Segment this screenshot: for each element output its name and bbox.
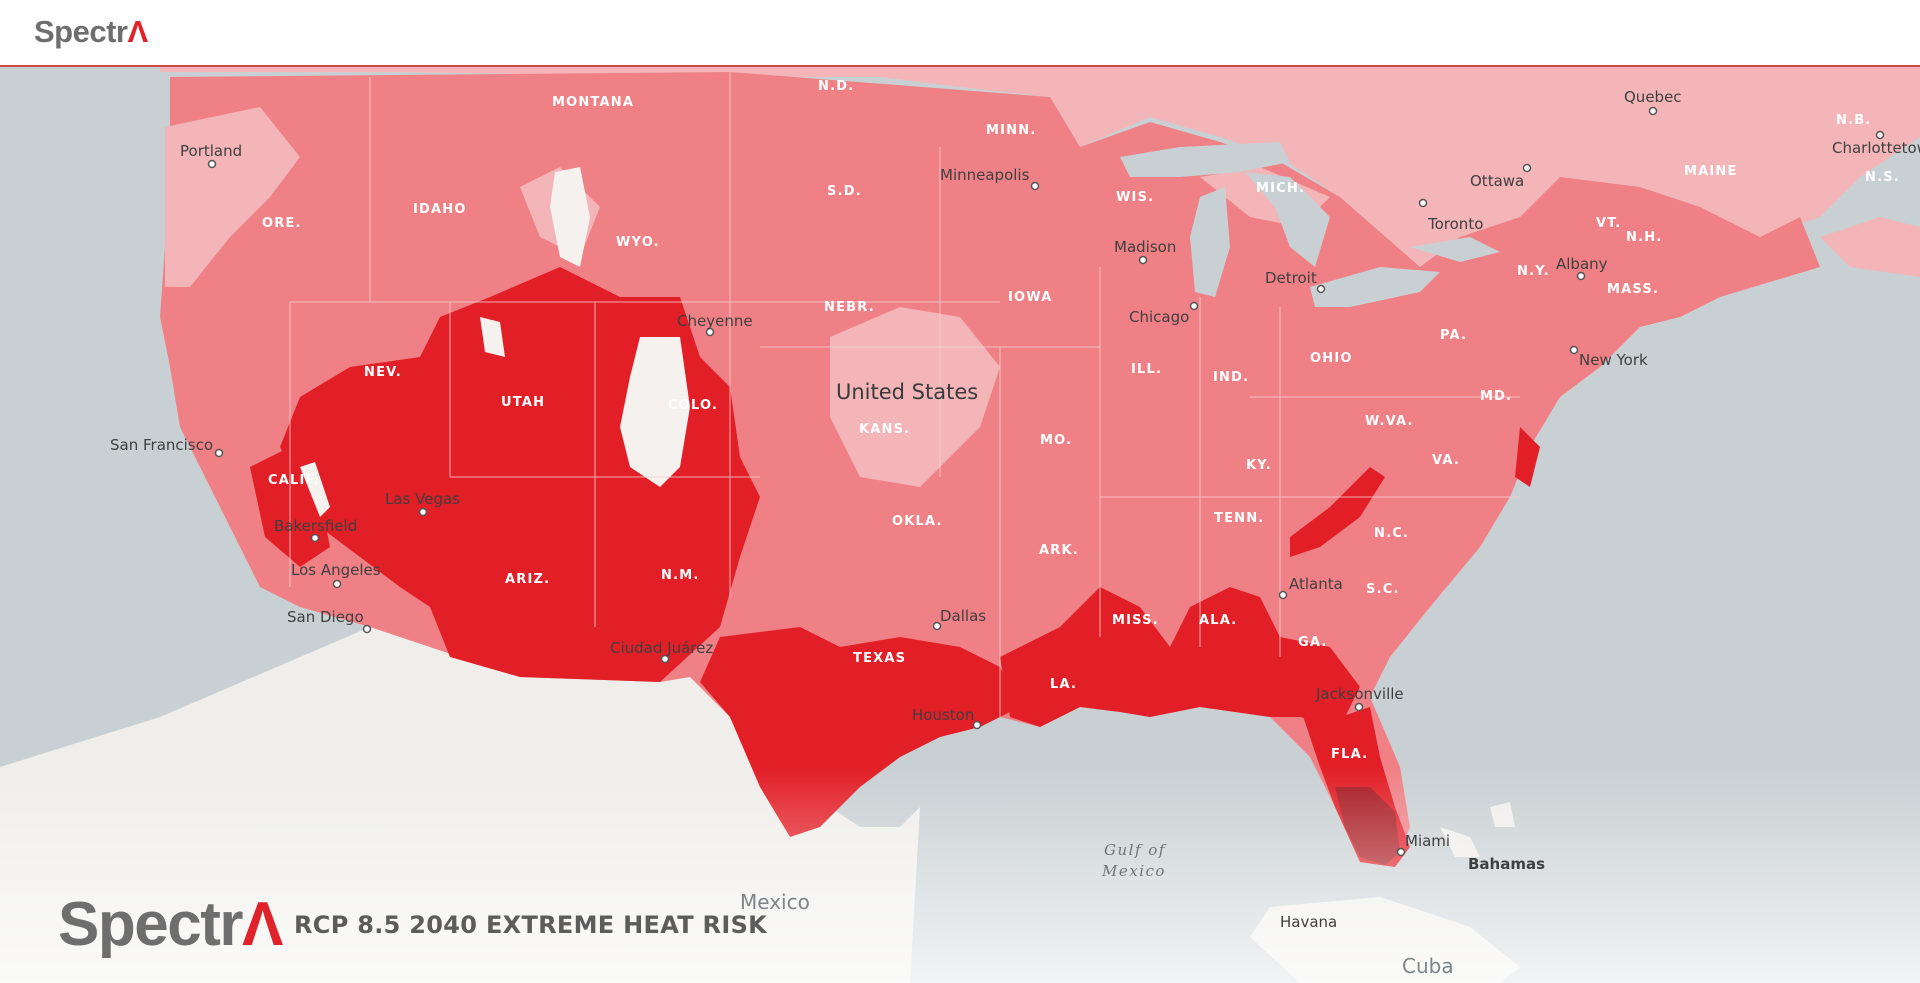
city-label: Chicago — [1129, 308, 1189, 326]
very-low-risk-zones — [300, 167, 690, 517]
water-labels: Gulf of Mexico — [1101, 841, 1167, 880]
state-label: KY. — [1246, 458, 1272, 473]
city-label: Detroit — [1265, 269, 1317, 287]
country-label-united-states: United States — [836, 380, 978, 404]
state-label: VT. — [1596, 216, 1622, 231]
water-label: Gulf of — [1104, 841, 1167, 859]
state-label: KANS. — [859, 422, 910, 437]
city-label: Jacksonville — [1315, 685, 1404, 703]
state-label: WYO. — [616, 235, 660, 250]
city-label: San Diego — [287, 608, 364, 626]
state-borders — [289, 72, 1520, 717]
logo-text: Spectr — [34, 14, 128, 49]
state-label: LA. — [1050, 677, 1077, 692]
city-label: Charlottetown — [1832, 139, 1920, 157]
map-title: RCP 8.5 2040 EXTREME HEAT RISK — [294, 911, 768, 939]
state-label: ILL. — [1131, 362, 1162, 377]
city-label: Bakersfield — [274, 517, 357, 535]
city-label: Havana — [1280, 913, 1337, 931]
city-label: Albany — [1556, 255, 1608, 273]
state-label: N.C. — [1374, 526, 1409, 541]
state-label: UTAH — [501, 395, 545, 410]
city-label: Quebec — [1624, 88, 1682, 106]
state-label: N.S. — [1865, 170, 1900, 185]
city-label: Madison — [1114, 238, 1176, 256]
state-labels: MONTANA N.D. MINN. IDAHO ORE. WYO. S.D. … — [262, 79, 1900, 762]
city-label: Portland — [180, 142, 242, 160]
logo-text: Spectr — [58, 890, 243, 959]
city-label: Toronto — [1427, 215, 1483, 233]
state-label: OHIO — [1310, 351, 1353, 366]
state-label: WIS. — [1116, 190, 1154, 205]
state-label: MAINE — [1684, 164, 1738, 179]
state-label: TEXAS — [853, 651, 906, 666]
country-label-cuba: Cuba — [1402, 954, 1454, 978]
city-label: San Francisco — [110, 436, 213, 454]
state-label: MISS. — [1112, 613, 1159, 628]
state-label: S.C. — [1366, 582, 1400, 597]
state-label: IND. — [1213, 370, 1249, 385]
state-label: N.Y. — [1517, 264, 1550, 279]
state-label: N.M. — [661, 568, 700, 583]
state-label: TENN. — [1214, 511, 1264, 526]
country-label-mexico: Mexico — [740, 890, 810, 914]
logo-accent: Λ — [127, 14, 148, 49]
state-label: N.H. — [1626, 230, 1662, 245]
state-label: ARIZ. — [505, 572, 550, 587]
state-label: FLA. — [1331, 747, 1368, 762]
state-label: VA. — [1432, 453, 1460, 468]
city-label: Los Angeles — [291, 561, 381, 579]
city-dots — [207, 106, 1885, 857]
state-label: COLO. — [668, 398, 718, 413]
city-label: Las Vegas — [385, 490, 460, 508]
state-label: OKLA. — [892, 514, 943, 529]
heat-risk-map[interactable]: United States MONTANA N.D. MINN. IDAHO O… — [0, 67, 1920, 983]
great-lakes — [1120, 142, 1500, 307]
map-canvas[interactable]: United States MONTANA N.D. MINN. IDAHO O… — [0, 67, 1920, 983]
state-label: IOWA — [1008, 290, 1053, 305]
city-label: Bahamas — [1468, 855, 1545, 873]
state-label: ALA. — [1199, 613, 1237, 628]
logo-accent: Λ — [241, 890, 283, 959]
state-label: MD. — [1480, 389, 1512, 404]
spectra-logo[interactable]: SpectrΛ — [34, 12, 148, 52]
state-label: MICH. — [1256, 181, 1305, 196]
state-label: MONTANA — [552, 95, 634, 110]
canada-land — [160, 67, 1920, 267]
city-label: Houston — [912, 706, 974, 724]
city-label: Miami — [1405, 832, 1450, 850]
city-label: Minneapolis — [940, 166, 1030, 184]
city-label: Atlanta — [1289, 575, 1343, 593]
state-label: MINN. — [986, 123, 1036, 138]
state-label: GA. — [1298, 635, 1328, 650]
city-labels: Portland San Francisco Las Vegas Bakersf… — [110, 88, 1920, 978]
state-label: N.D. — [818, 79, 854, 94]
water-label: Mexico — [1101, 862, 1166, 880]
state-label: NEV. — [364, 365, 402, 380]
city-label: Ottawa — [1470, 172, 1524, 190]
state-label: CALIF. — [268, 473, 320, 488]
city-label: Cheyenne — [677, 312, 753, 330]
state-label: W.VA. — [1365, 414, 1414, 429]
top-bar: SpectrΛ — [0, 0, 1920, 67]
spectra-logo-large: SpectrΛ — [58, 890, 283, 959]
state-label: PA. — [1440, 328, 1467, 343]
state-label: ORE. — [262, 216, 302, 231]
city-label: Ciudad Juárez — [610, 639, 713, 657]
state-label: MASS. — [1607, 282, 1659, 297]
state-label: ARK. — [1039, 543, 1079, 558]
state-label: NEBR. — [824, 300, 875, 315]
state-label: IDAHO — [413, 202, 467, 217]
state-label: MO. — [1040, 433, 1072, 448]
bottom-fade — [0, 767, 1920, 983]
city-label: New York — [1579, 351, 1648, 369]
state-label: N.B. — [1836, 113, 1871, 128]
city-label: Dallas — [940, 607, 986, 625]
state-label: S.D. — [827, 184, 862, 199]
